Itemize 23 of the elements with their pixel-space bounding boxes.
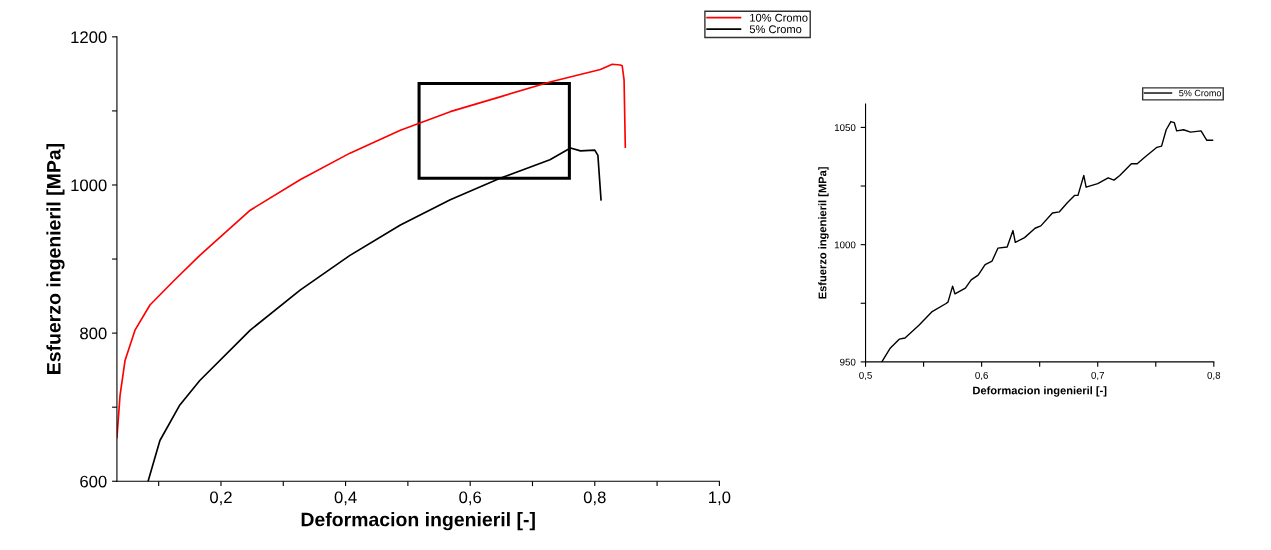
y-tick-label: 1050: [834, 124, 856, 132]
legend-label: 10% Cromo: [750, 13, 808, 22]
y-tick-label: 1200: [71, 31, 107, 44]
y-tick-label: 600: [80, 475, 107, 488]
y-tick-label: 800: [80, 327, 107, 340]
x-tick-label: 0,8: [583, 491, 606, 506]
x-tick-label: 0,6: [459, 491, 482, 506]
x-tick-label: 0,6: [975, 371, 988, 380]
y-axis-title: Esfuerzo ingenieril [MPa]: [46, 143, 65, 374]
x-tick-label: 0,4: [334, 491, 357, 506]
x-tick-label: 0,8: [1207, 371, 1221, 380]
x-tick-label: 0,2: [210, 491, 232, 506]
x-axis-title: Deformacion ingenieril [-]: [301, 512, 535, 531]
x-tick-label: 0,5: [859, 371, 872, 380]
x-tick-label: 0,7: [1091, 371, 1104, 380]
y-tick-label: 1000: [71, 179, 107, 192]
y-axis-title: Esfuerzo ingenieril [MPa]: [818, 167, 829, 299]
x-axis-title: Deformacion ingenieril [-]: [973, 386, 1107, 397]
y-tick-label: 950: [840, 358, 856, 366]
legend-label: 5% Cromo: [1179, 89, 1222, 97]
legend-label: 5% Cromo: [749, 25, 802, 34]
x-tick-label: 1,0: [709, 491, 731, 506]
y-tick-label: 1000: [834, 241, 856, 249]
